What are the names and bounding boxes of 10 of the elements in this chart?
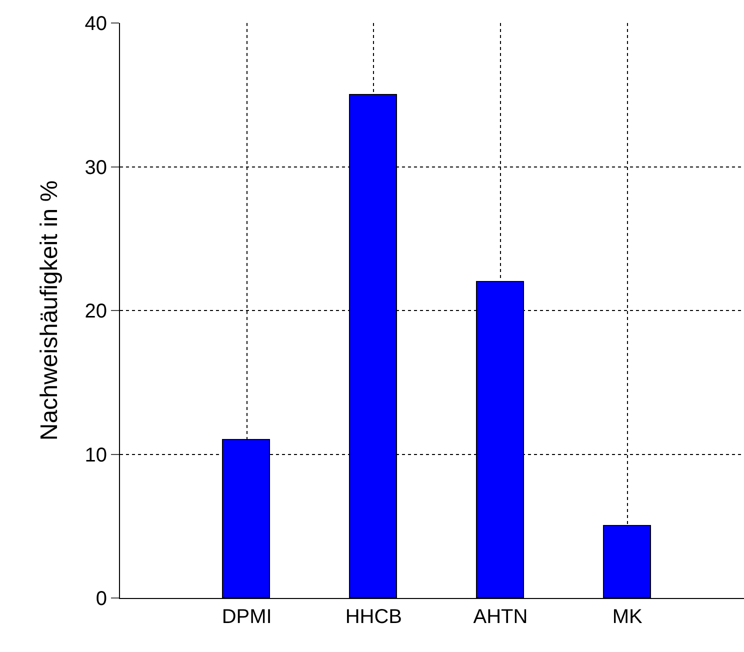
x-tick-label: AHTN [473, 606, 528, 628]
y-tick-label: 0 [96, 588, 107, 610]
x-tick-label: HHCB [345, 606, 402, 628]
x-tick-label: DPMI [222, 606, 272, 628]
y-axis-title: Nachweishäufigkeit in % [36, 180, 63, 441]
y-tick-label: 20 [84, 300, 107, 322]
y-tick-label: 40 [84, 13, 107, 35]
x-tick-label: MK [612, 606, 643, 628]
y-tick-label: 10 [84, 444, 107, 466]
y-tick-label: 30 [84, 156, 107, 179]
